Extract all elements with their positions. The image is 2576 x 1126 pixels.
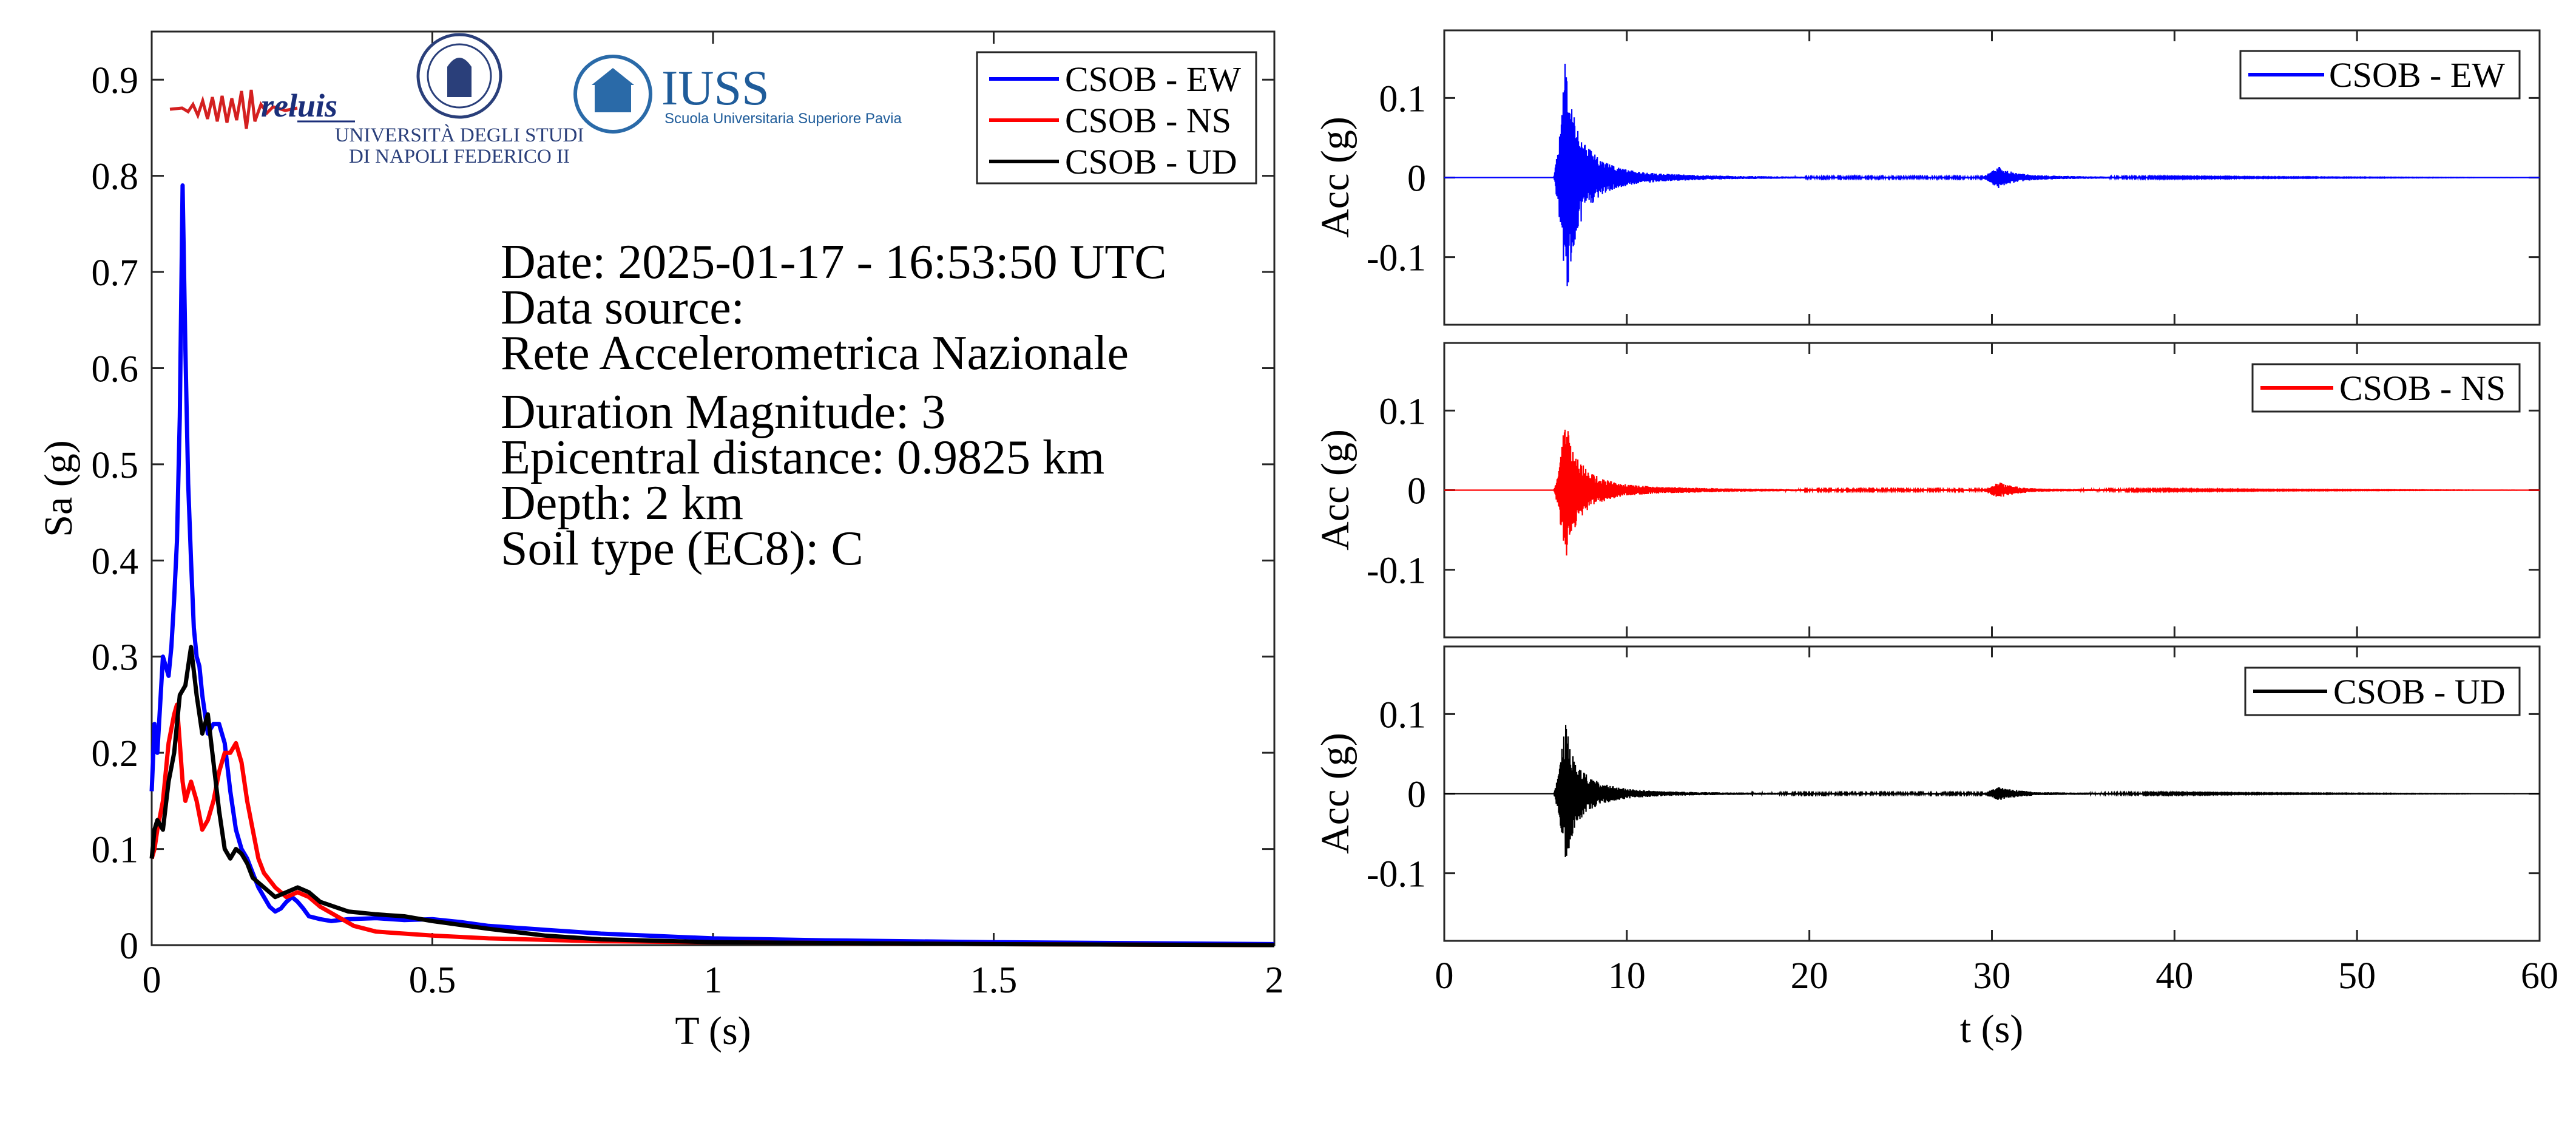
ns-y-ticks: -0.1 0 0.1 [1367, 391, 2540, 592]
accelerogram-ns-chart: -0.1 0 0.1 Acc (g) CSOB - NS [1313, 342, 2541, 639]
ns-legend: CSOB - NS [2251, 363, 2521, 413]
unina-name-line1: UNIVERSITÀ DEGLI STUDI [335, 124, 584, 146]
acc-x-axis-label: t (s) [1960, 1007, 2023, 1051]
spectrum-y-tick-label: 0.7 [92, 253, 139, 294]
spectrum-y-tick-label: 0.2 [92, 733, 139, 775]
ud-acceleration-trace [1444, 725, 2540, 858]
spectrum-series-lines [149, 183, 1275, 948]
spectrum-y-tick-label: 0.8 [92, 157, 139, 198]
acc-x-tick-label: 20 [1791, 955, 1828, 997]
spectrum-x-tick-label: 2 [1265, 960, 1284, 1001]
acc-y-tick-label: 0 [1407, 471, 1426, 512]
acc-y-tick-label: -0.1 [1367, 238, 1426, 279]
depth: Depth: 2 km [501, 477, 743, 530]
acc-x-tick-label: 40 [2155, 955, 2193, 997]
ud-y-ticks: -0.1 0 0.1 [1367, 694, 2540, 895]
spectrum-series-line-ud [149, 645, 1275, 948]
spectrum-y-tick-label: 0.5 [92, 445, 139, 486]
spectrum-y-tick-label: 0.9 [92, 60, 139, 101]
unina-name-line2: DI NAPOLI FEDERICO II [349, 146, 570, 168]
acc-x-tick-label: 10 [1608, 955, 1646, 997]
acc-x-tick-label: 50 [2338, 955, 2376, 997]
event-info-block: Date: 2025-01-17 - 16:53:50 UTC Data sou… [501, 236, 1167, 575]
spectrum-x-tick-label: 1 [704, 960, 723, 1001]
spectrum-y-ticks: 0 0.1 0.2 0.3 0.4 0.5 0.6 0.7 0.8 0.9 [92, 60, 1274, 967]
ud-x-ticks: 0 10 20 30 40 50 60 [1435, 646, 2558, 997]
accelerogram-ud-chart: -0.1 0 0.1 0 10 20 30 40 50 60 Acc (g) t (s) CSO… [1313, 645, 2558, 1051]
response-spectrum-chart: 0 0.5 1 1.5 2 0 0.1 0.2 0.3 0.4 0.5 0.6 0.7 0.8 0.9 T… [36, 30, 1284, 1053]
acc-x-tick-label: 0 [1435, 955, 1454, 997]
iuss-wordmark: IUSS [661, 60, 769, 115]
soil-type: Soil type (EC8): C [501, 522, 864, 575]
data-source-value: Rete Accelerometrica Nazionale [501, 327, 1129, 380]
acc-y-tick-label: 0.1 [1379, 694, 1427, 736]
ud-legend-label: CSOB - UD [2333, 672, 2506, 711]
spectrum-y-axis-label: Sa (g) [36, 440, 81, 537]
ew-y-axis-label: Acc (g) [1313, 117, 1357, 238]
acc-y-tick-label: 0 [1407, 158, 1426, 200]
event-date: Date: 2025-01-17 - 16:53:50 UTC [501, 236, 1167, 289]
ew-legend: CSOB - EW [2239, 50, 2521, 100]
acc-x-tick-label: 60 [2521, 955, 2558, 997]
ew-x-ticks [1443, 30, 2541, 325]
acc-y-tick-label: -0.1 [1367, 551, 1426, 592]
acc-y-tick-label: 0.1 [1379, 78, 1427, 120]
epicentral-distance: Epicentral distance: 0.9825 km [501, 431, 1104, 484]
spectrum-x-axis-label: T (s) [675, 1009, 751, 1053]
data-source-label: Data source: [501, 281, 745, 334]
ew-acceleration-trace [1444, 63, 2540, 287]
legend-label-ud: CSOB - UD [1065, 142, 1237, 181]
ud-y-axis-label: Acc (g) [1313, 733, 1357, 854]
reluis-seismogram-graphic [169, 89, 298, 129]
spectrum-x-ticks: 0 0.5 1 1.5 2 [143, 32, 1284, 1001]
ew-y-ticks: -0.1 0 0.1 [1367, 78, 2540, 279]
ns-y-axis-label: Acc (g) [1313, 429, 1357, 551]
unina-logo: UNIVERSITÀ DEGLI STUDI DI NAPOLI FEDERIC… [335, 33, 584, 168]
duration-magnitude: Duration Magnitude: 3 [501, 385, 945, 439]
accelerogram-ew-chart: -0.1 0 0.1 Acc (g) CSOB - EW [1313, 29, 2541, 326]
acc-y-tick-label: 0.1 [1379, 391, 1427, 432]
ns-acceleration-trace [1444, 429, 2540, 556]
ud-legend: CSOB - UD [2244, 666, 2521, 716]
ew-legend-label: CSOB - EW [2329, 55, 2505, 95]
spectrum-y-tick-label: 0.1 [92, 830, 139, 871]
reluis-logo: reluis [169, 87, 355, 129]
iuss-subtitle: Scuola Universitaria Superiore Pavia [664, 110, 902, 127]
ns-legend-label: CSOB - NS [2339, 368, 2506, 408]
acc-y-tick-label: 0 [1407, 775, 1426, 816]
iuss-logo: IUSS Scuola Universitaria Superiore Pavi… [573, 55, 902, 134]
ns-x-ticks [1443, 343, 2541, 637]
legend-label-ns: CSOB - NS [1065, 101, 1231, 140]
spectrum-x-tick-label: 0.5 [409, 960, 456, 1001]
acc-x-tick-label: 30 [1973, 955, 2011, 997]
spectrum-x-tick-label: 0 [143, 960, 161, 1001]
legend-label-ew: CSOB - EW [1065, 59, 1241, 99]
spectrum-y-tick-label: 0.6 [92, 348, 139, 390]
ew-legend-box [2239, 50, 2521, 100]
reluis-wordmark: reluis [261, 87, 337, 124]
spectrum-y-tick-label: 0.4 [92, 541, 139, 582]
spectrum-legend: CSOB - EW CSOB - NS CSOB - UD [976, 51, 1257, 185]
spectrum-x-tick-label: 1.5 [970, 960, 1018, 1001]
spectrum-y-tick-label: 0.3 [92, 637, 139, 679]
spectrum-y-tick-label: 0 [120, 926, 138, 967]
accelerogram-charts: -0.1 0 0.1 Acc (g) CSOB - EW -0.1 0 0.1 Acc … [1313, 29, 2558, 1051]
acc-y-tick-label: -0.1 [1367, 854, 1426, 895]
